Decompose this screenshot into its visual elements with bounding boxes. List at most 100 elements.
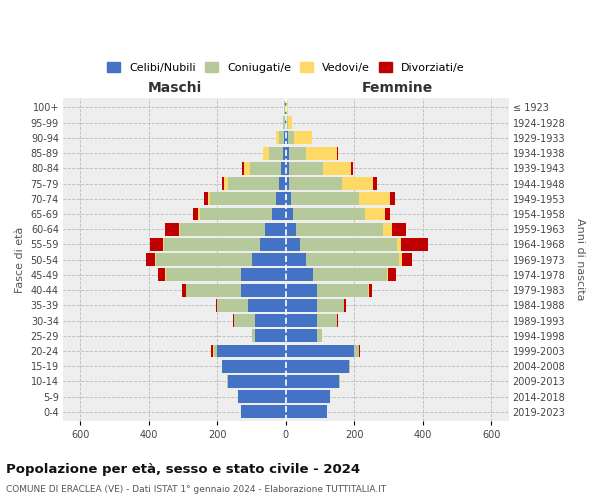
Bar [182, 284, 186, 296]
Bar [286, 344, 355, 358]
Bar [179, 223, 265, 235]
Bar [163, 238, 164, 251]
Bar [241, 268, 286, 281]
Bar [272, 208, 286, 220]
Bar [164, 238, 260, 251]
Bar [227, 177, 279, 190]
Bar [269, 146, 283, 160]
Bar [385, 208, 391, 220]
Bar [233, 314, 235, 327]
Bar [289, 146, 305, 160]
Bar [373, 177, 377, 190]
Bar [383, 223, 392, 235]
Bar [391, 192, 395, 205]
Bar [217, 299, 248, 312]
Bar [224, 177, 227, 190]
Bar [260, 238, 286, 251]
Bar [217, 344, 286, 358]
Bar [368, 284, 369, 296]
Bar [365, 208, 385, 220]
Bar [213, 344, 214, 358]
Bar [296, 223, 383, 235]
Bar [387, 268, 388, 281]
Bar [351, 162, 353, 175]
Bar [286, 162, 289, 175]
Bar [317, 299, 344, 312]
Bar [317, 314, 337, 327]
Text: Maschi: Maschi [148, 81, 202, 95]
Bar [287, 132, 295, 144]
Bar [193, 208, 199, 220]
Bar [295, 132, 311, 144]
Bar [293, 208, 365, 220]
Bar [165, 223, 179, 235]
Bar [349, 360, 350, 372]
Bar [235, 314, 255, 327]
Bar [289, 177, 343, 190]
Bar [399, 253, 401, 266]
Bar [288, 116, 292, 129]
Bar [199, 208, 200, 220]
Bar [286, 253, 307, 266]
Bar [286, 116, 288, 129]
Bar [255, 330, 286, 342]
Bar [337, 146, 338, 160]
Bar [263, 146, 269, 160]
Bar [287, 101, 288, 114]
Bar [401, 253, 412, 266]
Bar [343, 177, 373, 190]
Bar [222, 360, 223, 372]
Legend: Celibi/Nubili, Coniugati/e, Vedovi/e, Divorziati/e: Celibi/Nubili, Coniugati/e, Vedovi/e, Di… [104, 58, 468, 76]
Bar [284, 101, 285, 114]
Bar [317, 330, 322, 342]
Bar [187, 284, 241, 296]
Bar [286, 330, 317, 342]
Bar [286, 314, 317, 327]
Bar [286, 177, 289, 190]
Bar [150, 238, 163, 251]
Y-axis label: Fasce di età: Fasce di età [15, 226, 25, 293]
Bar [323, 162, 351, 175]
Bar [251, 330, 255, 342]
Bar [166, 268, 241, 281]
Bar [286, 208, 293, 220]
Bar [286, 390, 331, 403]
Bar [289, 162, 323, 175]
Bar [286, 223, 296, 235]
Bar [279, 132, 284, 144]
Bar [238, 390, 286, 403]
Bar [284, 132, 286, 144]
Bar [241, 284, 286, 296]
Text: Popolazione per età, sesso e stato civile - 2024: Popolazione per età, sesso e stato civil… [6, 462, 360, 475]
Text: Femmine: Femmine [362, 81, 433, 95]
Bar [359, 344, 360, 358]
Bar [286, 406, 327, 418]
Bar [279, 177, 286, 190]
Bar [146, 253, 155, 266]
Bar [204, 192, 208, 205]
Bar [242, 162, 244, 175]
Bar [359, 192, 391, 205]
Bar [248, 299, 286, 312]
Text: COMUNE DI ERACLEA (VE) - Dati ISTAT 1° gennaio 2024 - Elaborazione TUTTITALIA.IT: COMUNE DI ERACLEA (VE) - Dati ISTAT 1° g… [6, 486, 386, 494]
Bar [227, 375, 286, 388]
Bar [208, 192, 211, 205]
Bar [223, 177, 224, 190]
Bar [392, 223, 406, 235]
Bar [215, 299, 217, 312]
Bar [200, 208, 272, 220]
Bar [286, 146, 289, 160]
Bar [276, 132, 279, 144]
Bar [283, 116, 285, 129]
Bar [291, 192, 359, 205]
Y-axis label: Anni di nascita: Anni di nascita [575, 218, 585, 301]
Bar [283, 146, 286, 160]
Bar [241, 406, 286, 418]
Bar [286, 268, 313, 281]
Bar [307, 253, 399, 266]
Bar [251, 253, 286, 266]
Bar [369, 284, 372, 296]
Bar [401, 238, 428, 251]
Bar [286, 238, 299, 251]
Bar [186, 284, 187, 296]
